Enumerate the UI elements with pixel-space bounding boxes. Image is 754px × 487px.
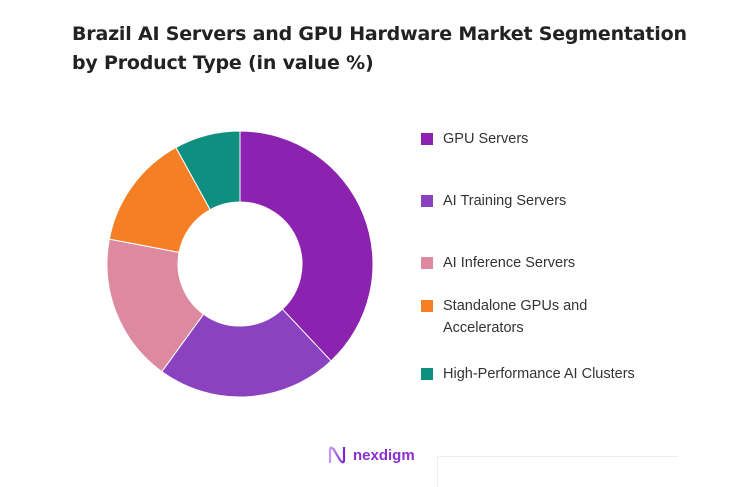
logo-text: nexdigm — [353, 446, 415, 464]
legend-label: High-Performance AI Clusters — [443, 366, 635, 382]
legend-label: Standalone GPUs and Accelerators — [443, 298, 588, 336]
chart-title: Brazil AI Servers and GPU Hardware Marke… — [72, 23, 687, 74]
legend-label: GPU Servers — [443, 131, 529, 147]
legend-item: AI Inference Servers — [421, 252, 721, 274]
nexdigm-logo-icon — [328, 446, 346, 464]
legend-label: AI Training Servers — [443, 193, 567, 209]
legend-item: High-Performance AI Clusters — [421, 363, 721, 385]
legend-item: Standalone GPUs and Accelerators — [421, 295, 721, 339]
legend-swatch — [421, 257, 433, 269]
legend-swatch — [421, 195, 433, 207]
slice-gpu-servers — [239, 130, 374, 362]
legend-swatch — [421, 300, 433, 312]
legend-swatch — [421, 368, 433, 380]
legend-item: AI Training Servers — [421, 190, 721, 212]
legend-item: GPU Servers — [421, 128, 721, 150]
slice-ai-training-servers — [161, 308, 332, 398]
legend-swatch — [421, 133, 433, 145]
donut-chart — [106, 130, 374, 398]
nexdigm-logo: nexdigm — [327, 445, 415, 465]
slice-ai-inference-servers — [106, 238, 205, 373]
frame-border — [437, 456, 678, 487]
legend-label: AI Inference Servers — [443, 255, 576, 271]
slice-high-performance-ai-clusters — [175, 130, 241, 211]
